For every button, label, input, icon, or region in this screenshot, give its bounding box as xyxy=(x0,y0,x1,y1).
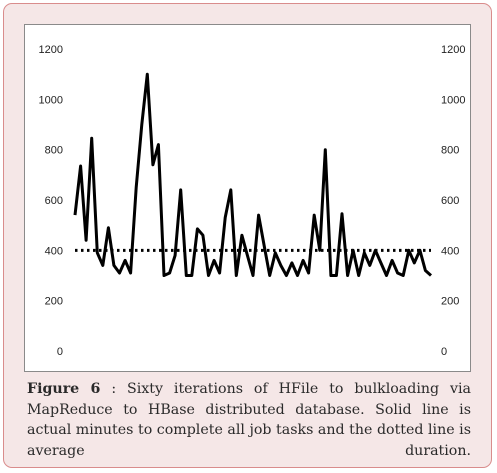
figure-caption: Figure 6 : Sixty iterations of HFile to … xyxy=(27,379,471,461)
y-tick-label-right: 400 xyxy=(441,245,459,257)
y-tick-label-right: 200 xyxy=(441,296,459,308)
y-tick-label-left: 800 xyxy=(45,145,63,157)
y-tick-label-right: 600 xyxy=(441,195,459,207)
y-tick-label-left: 200 xyxy=(45,296,63,308)
y-tick-label-left: 400 xyxy=(45,245,63,257)
y-tick-label-left: 1000 xyxy=(39,94,63,106)
figure-panel: 0 200 400 600 800 1000 1200 0 200 400 600 800 1000 12… xyxy=(3,3,492,468)
y-tick-label-left: 1200 xyxy=(39,44,63,56)
actual-duration-line xyxy=(73,72,432,277)
y-tick-label-left: 0 xyxy=(57,346,63,358)
y-tick-label-right: 0 xyxy=(441,346,447,358)
figure-label: Figure 6 xyxy=(27,381,101,397)
y-tick-label-right: 1200 xyxy=(441,44,465,56)
y-tick-label-left: 600 xyxy=(45,195,63,207)
caption-text: Sixty iterations of HFile to bulkloading… xyxy=(27,381,471,459)
y-tick-label-right: 800 xyxy=(441,145,459,157)
caption-separator: : xyxy=(100,381,128,397)
line-chart: 0 200 400 600 800 1000 1200 0 200 400 600 800 1000 12… xyxy=(39,44,466,358)
y-tick-label-right: 1000 xyxy=(441,94,465,106)
chart-frame: 0 200 400 600 800 1000 1200 0 200 400 600 800 1000 12… xyxy=(24,24,471,372)
